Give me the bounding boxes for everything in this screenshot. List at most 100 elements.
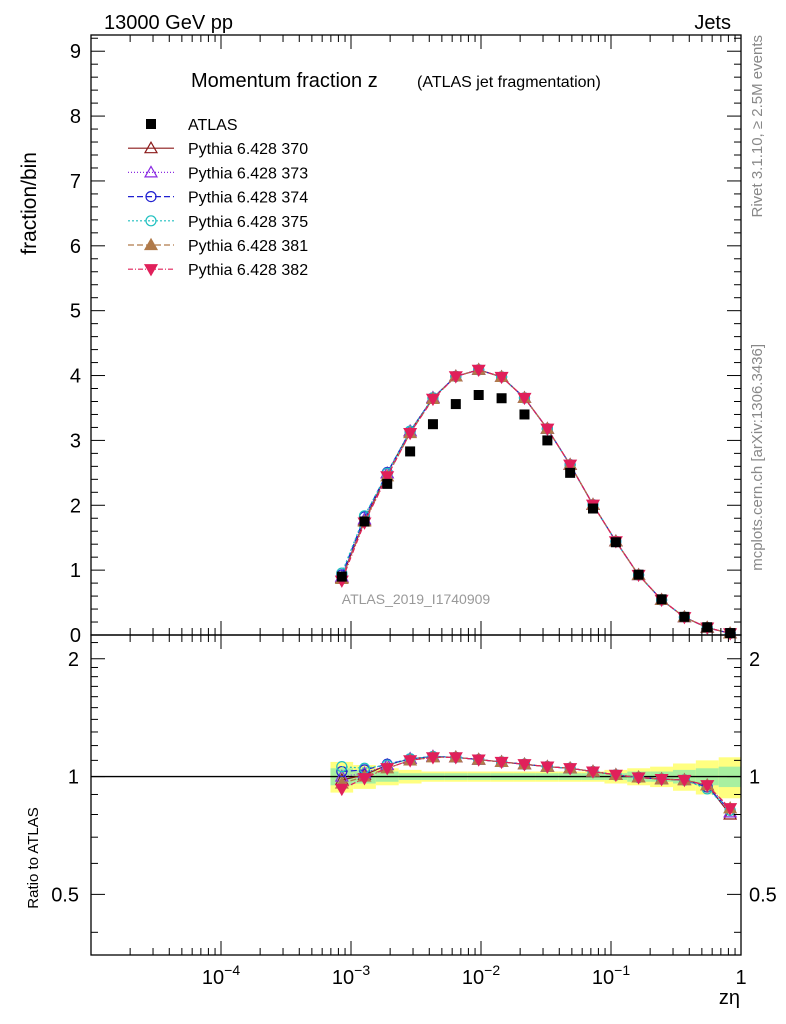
atlas-point: [702, 622, 713, 633]
y-tick-label-top: 8: [70, 106, 81, 128]
y-tick-label-top: 1: [70, 560, 81, 582]
legend-marker: [146, 119, 156, 129]
atlas-point: [519, 409, 530, 420]
series-point: [448, 371, 463, 384]
rivet-version-label: Rivet 3.1.10, ≥ 2.5M events: [749, 35, 766, 218]
atlas-point: [473, 390, 484, 400]
plot-title-sub: (ATLAS jet fragmentation): [417, 74, 601, 91]
y-tick-label-top: 2: [70, 495, 81, 517]
y-tick-label-bottom-left: 0.5: [51, 884, 79, 906]
legend-entry-2: Pythia 6.428 370: [128, 140, 308, 158]
atlas-data-points: [336, 390, 736, 639]
series-ratio-point: [471, 754, 486, 767]
atlas-point: [359, 516, 370, 527]
legend-label: Pythia 6.428 382: [188, 262, 308, 279]
atlas-point: [336, 571, 347, 582]
series-ratio-point: [563, 763, 578, 776]
atlas-point: [450, 399, 461, 410]
x-tick-label: 10−1: [592, 962, 630, 989]
legend-marker: [145, 191, 157, 203]
series-ratio-point: [654, 774, 669, 787]
series-ratio-point: [608, 769, 623, 783]
y-tick-label-top: 5: [70, 301, 81, 323]
y-tick-label-bottom-right: 1: [749, 767, 760, 789]
legend-entry-5: Pythia 6.428 375: [128, 214, 308, 231]
atlas-point: [496, 393, 507, 404]
y-tick-label-bottom-left: 1: [68, 767, 79, 789]
y-tick-label-top: 0: [70, 625, 81, 647]
series-ratio-point: [380, 763, 395, 776]
bottom-panel-frame: [90, 634, 742, 956]
legend-marker: [145, 215, 157, 227]
y-axis-title-bottom: Ratio to ATLAS: [25, 807, 42, 908]
legend-marker: [143, 165, 159, 178]
atlas-point: [610, 537, 621, 548]
series-ratio-point: [723, 803, 738, 816]
series-6: [334, 364, 738, 816]
atlas-point: [382, 478, 393, 489]
legend-marker: [143, 237, 159, 251]
series-5: [334, 362, 738, 814]
series-ratio-point: [403, 755, 418, 768]
series-point: [380, 471, 395, 484]
legend-entry-4: Pythia 6.428 374: [128, 190, 308, 207]
atlas-point: [542, 435, 553, 446]
mcplots-label: mcplots.cern.ch [arXiv:1306.3436]: [749, 344, 766, 571]
legend-entry-7: Pythia 6.428 382: [128, 262, 308, 279]
legend-label: Pythia 6.428 375: [188, 214, 308, 231]
y-axis-title-top: fraction/bin: [18, 152, 41, 255]
series-ratio-point: [585, 766, 601, 779]
x-tick-label: 10−2: [462, 962, 500, 989]
axis-ticks: 10−4 10−3 10−2 10−1 1 0 1 2 3 4 5 6 7 8 9 0.5 0.5 1 1 2 2: [51, 35, 777, 989]
x-tick-label: 1: [735, 967, 746, 989]
legend-marker: [143, 264, 159, 277]
legend-entry-6: Pythia 6.428 381: [128, 237, 308, 255]
series-ratio-point: [494, 756, 509, 770]
header-energy-label: 13000 GeV pp: [104, 12, 233, 34]
legend-entry-3: Pythia 6.428 373: [128, 165, 308, 182]
series-ratio-point: [540, 761, 555, 774]
series-ratio-point: [677, 774, 692, 788]
legend-label: ATLAS: [188, 117, 238, 134]
x-axis-title: zη: [719, 987, 740, 1009]
legend-label: Pythia 6.428 374: [188, 190, 308, 207]
y-tick-label-top: 3: [70, 430, 81, 452]
legend-entry-1: ATLAS: [146, 117, 238, 134]
y-tick-label-top: 9: [70, 41, 81, 63]
series-point: [540, 423, 555, 436]
header-process-label: Jets: [694, 12, 731, 34]
atlas-point: [565, 467, 576, 478]
plot-title-main: Momentum fraction z: [191, 70, 378, 92]
series-point: [494, 371, 509, 385]
atlas-point: [405, 446, 416, 457]
plot-frames: [90, 34, 742, 956]
series-point: [517, 392, 532, 406]
y-tick-label-bottom-right: 2: [749, 649, 760, 671]
legend-label: Pythia 6.428 373: [188, 165, 308, 182]
series-point: [403, 427, 418, 441]
legend-label: Pythia 6.428 370: [188, 141, 308, 158]
y-tick-label-bottom-right: 0.5: [749, 884, 777, 906]
y-tick-label-top: 6: [70, 236, 81, 258]
atlas-point: [587, 503, 598, 514]
atlas-point: [725, 628, 736, 639]
y-tick-label-top: 4: [70, 366, 81, 388]
analysis-watermark: ATLAS_2019_I1740909: [342, 591, 491, 607]
plot-title: Momentum fraction z (ATLAS jet fragmenta…: [191, 70, 601, 92]
y-tick-label-bottom-left: 2: [68, 649, 79, 671]
x-tick-label: 10−4: [202, 962, 240, 989]
legend-marker: [143, 140, 159, 154]
series-ratio-point: [517, 759, 532, 772]
series-ratio-point: [425, 752, 440, 765]
series-ratio-point: [631, 772, 646, 785]
legend: ATLAS Pythia 6.428 370 Pythia 6.428 373 Pyt…: [128, 117, 308, 279]
series-ratio-point: [334, 783, 349, 797]
atlas-point: [633, 569, 644, 580]
series-ratio-point: [336, 761, 348, 773]
series-point: [425, 393, 440, 407]
atlas-point: [656, 594, 667, 605]
series-ratio-point: [357, 773, 372, 786]
y-tick-label-top: 7: [70, 171, 81, 193]
x-tick-label: 10−3: [332, 962, 370, 989]
